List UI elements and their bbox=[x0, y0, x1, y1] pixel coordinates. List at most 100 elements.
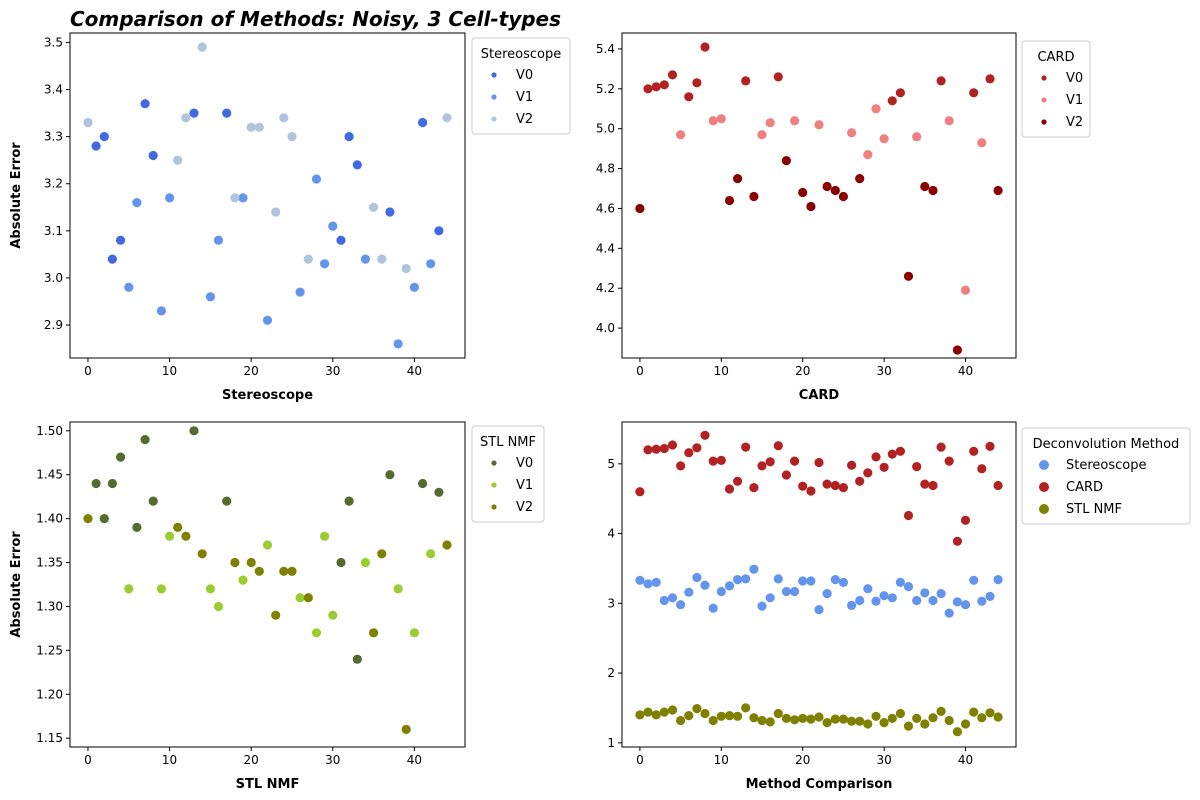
data-point bbox=[189, 426, 199, 436]
x-tick-label: 30 bbox=[325, 364, 340, 378]
data-point bbox=[377, 549, 387, 559]
data-point bbox=[863, 150, 873, 160]
data-point bbox=[920, 479, 930, 489]
data-point bbox=[977, 138, 987, 148]
data-point bbox=[887, 593, 897, 603]
x-axis-label: CARD bbox=[799, 388, 840, 403]
data-point bbox=[952, 597, 963, 607]
legend-box bbox=[471, 425, 545, 523]
data-point bbox=[847, 600, 857, 611]
data-point bbox=[684, 92, 694, 102]
data-point bbox=[863, 584, 873, 594]
y-tick-label: 5.0 bbox=[596, 122, 615, 136]
data-point bbox=[969, 707, 979, 717]
data-point bbox=[944, 116, 954, 126]
data-point bbox=[409, 282, 419, 292]
data-point bbox=[635, 203, 645, 214]
y-tick-label: 3.4 bbox=[44, 83, 63, 97]
data-point bbox=[798, 187, 808, 198]
data-point bbox=[434, 487, 444, 497]
data-point bbox=[855, 174, 865, 184]
data-point bbox=[985, 74, 995, 84]
data-point bbox=[287, 132, 297, 142]
data-point bbox=[830, 714, 840, 724]
data-point bbox=[311, 628, 322, 638]
data-point bbox=[311, 174, 322, 184]
y-tick-label: 5 bbox=[607, 457, 615, 471]
legend-box bbox=[471, 37, 571, 135]
y-tick-label: 3.2 bbox=[44, 177, 63, 191]
data-point bbox=[197, 42, 207, 52]
y-tick-label: 1.40 bbox=[36, 512, 63, 526]
data-point bbox=[659, 443, 669, 454]
data-point bbox=[847, 716, 857, 726]
data-point bbox=[798, 713, 808, 724]
y-tick-label: 1.50 bbox=[36, 424, 63, 438]
data-point bbox=[262, 315, 273, 325]
data-point bbox=[879, 718, 889, 728]
y-tick-label: 1.15 bbox=[36, 731, 63, 745]
data-point bbox=[749, 191, 759, 202]
data-point bbox=[238, 575, 248, 585]
data-point bbox=[667, 70, 678, 80]
data-point bbox=[724, 581, 735, 591]
data-point bbox=[369, 202, 379, 212]
data-point bbox=[855, 716, 865, 726]
data-point bbox=[659, 707, 669, 717]
data-point bbox=[124, 584, 134, 594]
data-point bbox=[262, 540, 273, 550]
data-point bbox=[684, 711, 694, 721]
data-point bbox=[790, 456, 800, 466]
data-point bbox=[895, 88, 906, 98]
data-point bbox=[295, 593, 305, 603]
data-point bbox=[798, 576, 808, 586]
data-point bbox=[173, 155, 183, 165]
legend-marker bbox=[1039, 460, 1049, 470]
data-point bbox=[765, 717, 775, 727]
y-axis-label: Absolute Error bbox=[9, 142, 24, 249]
data-point bbox=[369, 628, 379, 638]
data-point bbox=[426, 549, 436, 559]
data-point bbox=[132, 522, 142, 533]
data-point bbox=[700, 42, 710, 52]
data-point bbox=[148, 496, 158, 506]
data-point bbox=[993, 185, 1003, 196]
data-point bbox=[116, 452, 126, 462]
data-point bbox=[814, 120, 824, 130]
data-point bbox=[692, 78, 702, 88]
data-point bbox=[716, 586, 726, 597]
axes-frame bbox=[621, 32, 1017, 359]
data-point bbox=[148, 150, 158, 161]
panel-stereoscope: 0 10 20 30 40 2.9 3.0 3.1 3.2 3.3 3.4 3.5 Stereoscop… bbox=[9, 32, 571, 403]
data-point bbox=[741, 574, 751, 584]
data-point bbox=[700, 580, 710, 590]
data-point bbox=[181, 531, 191, 541]
data-point bbox=[952, 345, 963, 355]
data-point bbox=[830, 575, 840, 585]
data-point bbox=[741, 442, 751, 452]
data-point bbox=[912, 595, 922, 606]
data-point bbox=[246, 557, 256, 568]
data-point bbox=[928, 480, 938, 491]
x-tick-label: 40 bbox=[958, 364, 973, 378]
y-tick-label: 3.5 bbox=[44, 35, 63, 49]
panel-card: 0 10 20 30 404.04.24.44.64.85.05.25.4CARDCAR… bbox=[596, 32, 1091, 403]
data-point bbox=[773, 441, 783, 451]
data-point bbox=[320, 259, 330, 269]
data-point bbox=[814, 457, 824, 468]
data-point bbox=[985, 591, 995, 602]
data-point bbox=[838, 714, 849, 724]
data-point bbox=[156, 306, 166, 316]
panel-method-comparison: 0 10 20 30 40 1 2 3 4 5 Method Comparison Deconvolu… bbox=[607, 421, 1191, 792]
data-point bbox=[773, 574, 783, 584]
data-point bbox=[344, 132, 354, 142]
legend: Deconvolution Method Stereoscope CARD STL N… bbox=[1021, 427, 1191, 525]
data-point bbox=[377, 254, 387, 264]
data-point bbox=[936, 76, 946, 86]
legend-title: Deconvolution Method bbox=[1033, 437, 1180, 452]
legend-entry-label: V1 bbox=[1066, 93, 1083, 108]
data-point bbox=[107, 478, 117, 489]
data-point bbox=[977, 464, 987, 474]
data-point bbox=[213, 601, 224, 612]
data-point bbox=[91, 141, 101, 151]
